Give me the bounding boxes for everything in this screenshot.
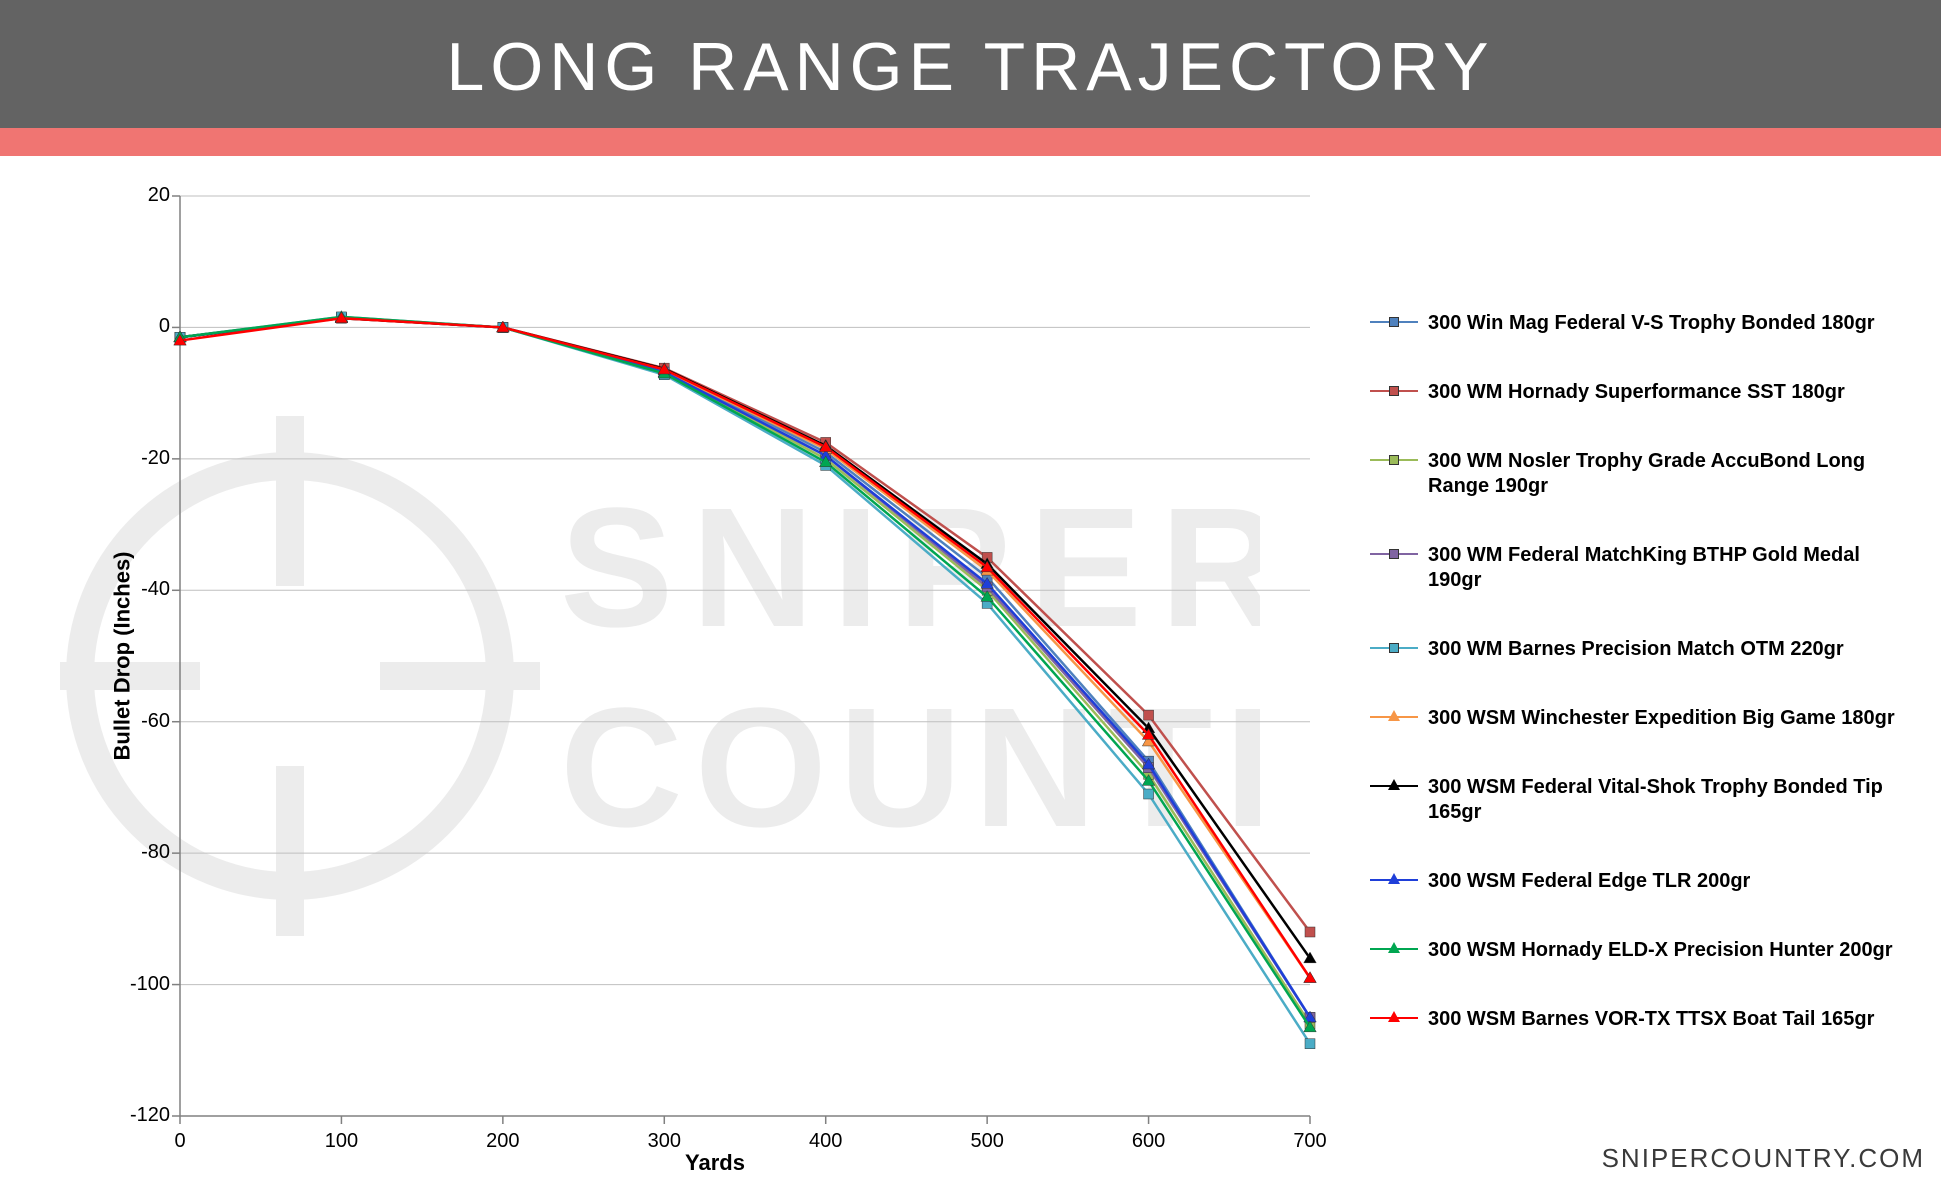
legend-label: 300 WSM Hornady ELD-X Precision Hunter 2… <box>1428 938 1893 963</box>
square-marker-icon <box>1389 386 1399 396</box>
triangle-marker-icon <box>1388 942 1400 953</box>
legend-item: 300 Win Mag Federal V-S Trophy Bonded 18… <box>1370 311 1920 336</box>
legend-item: 300 WM Federal MatchKing BTHP Gold Medal… <box>1370 543 1920 593</box>
attribution-text: SNIPERCOUNTRY.COM <box>1602 1143 1925 1174</box>
legend-item: 300 WSM Federal Vital-Shok Trophy Bonded… <box>1370 775 1920 825</box>
x-axis-label: Yards <box>100 1150 1330 1176</box>
y-tick-label: -100 <box>110 973 170 996</box>
legend-label: 300 WM Nosler Trophy Grade AccuBond Long… <box>1428 449 1908 499</box>
square-marker-icon <box>1389 317 1399 327</box>
y-tick-label: 20 <box>110 184 170 207</box>
legend-label: 300 WM Hornady Superformance SST 180gr <box>1428 380 1845 405</box>
accent-stripe <box>0 128 1941 156</box>
y-tick-label: -120 <box>110 1104 170 1127</box>
legend-item: 300 WSM Federal Edge TLR 200gr <box>1370 869 1920 894</box>
legend-swatch <box>1370 451 1418 469</box>
chart-plot <box>100 186 1330 1186</box>
legend-label: 300 Win Mag Federal V-S Trophy Bonded 18… <box>1428 311 1875 336</box>
square-marker-icon <box>1389 549 1399 559</box>
legend-item: 300 WSM Hornady ELD-X Precision Hunter 2… <box>1370 938 1920 963</box>
legend-item: 300 WM Nosler Trophy Grade AccuBond Long… <box>1370 449 1920 499</box>
legend-item: 300 WSM Barnes VOR-TX TTSX Boat Tail 165… <box>1370 1007 1920 1032</box>
legend-swatch <box>1370 708 1418 726</box>
legend-swatch <box>1370 382 1418 400</box>
legend-label: 300 WSM Winchester Expedition Big Game 1… <box>1428 706 1895 731</box>
legend-swatch <box>1370 871 1418 889</box>
square-marker-icon <box>1389 643 1399 653</box>
legend-item: 300 WSM Winchester Expedition Big Game 1… <box>1370 706 1920 731</box>
chart-svg <box>100 186 1330 1186</box>
legend-label: 300 WSM Federal Vital-Shok Trophy Bonded… <box>1428 775 1908 825</box>
legend-item: 300 WM Hornady Superformance SST 180gr <box>1370 380 1920 405</box>
triangle-marker-icon <box>1388 710 1400 721</box>
y-tick-label: 0 <box>110 315 170 338</box>
legend-item: 300 WM Barnes Precision Match OTM 220gr <box>1370 637 1920 662</box>
legend-swatch <box>1370 313 1418 331</box>
page-title: LONG RANGE TRAJECTORY <box>0 0 1941 128</box>
legend-swatch <box>1370 940 1418 958</box>
triangle-marker-icon <box>1388 1011 1400 1022</box>
triangle-marker-icon <box>1388 779 1400 790</box>
legend-swatch <box>1370 639 1418 657</box>
chart-legend: 300 Win Mag Federal V-S Trophy Bonded 18… <box>1370 311 1920 1076</box>
y-tick-label: -80 <box>110 841 170 864</box>
legend-swatch <box>1370 545 1418 563</box>
y-tick-label: -40 <box>110 578 170 601</box>
legend-label: 300 WM Federal MatchKing BTHP Gold Medal… <box>1428 543 1908 593</box>
legend-swatch <box>1370 777 1418 795</box>
square-marker-icon <box>1389 455 1399 465</box>
chart-container: SNIPER COUNTRY Bullet Drop (Inches) -120… <box>0 156 1941 1180</box>
legend-label: 300 WM Barnes Precision Match OTM 220gr <box>1428 637 1844 662</box>
legend-label: 300 WSM Barnes VOR-TX TTSX Boat Tail 165… <box>1428 1007 1874 1032</box>
y-tick-label: -60 <box>110 710 170 733</box>
triangle-marker-icon <box>1388 873 1400 884</box>
y-tick-label: -20 <box>110 447 170 470</box>
legend-label: 300 WSM Federal Edge TLR 200gr <box>1428 869 1750 894</box>
legend-swatch <box>1370 1009 1418 1027</box>
